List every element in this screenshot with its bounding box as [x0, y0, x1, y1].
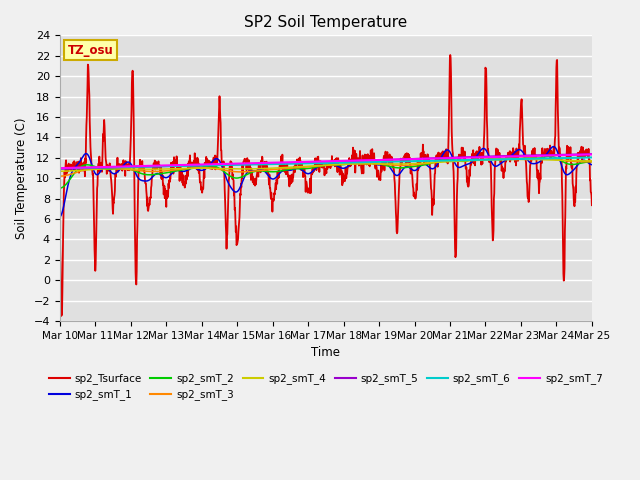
sp2_smT_6 [525, 156, 532, 162]
sp2_smT_3 [588, 159, 596, 165]
sp2_smT_6 [588, 155, 596, 160]
sp2_Tsurface [525, 186, 533, 192]
sp2_smT_1 [478, 146, 486, 152]
sp2_smT_7 [174, 162, 182, 168]
sp2_smT_5 [234, 162, 241, 168]
Line: sp2_smT_7: sp2_smT_7 [60, 155, 592, 168]
sp2_smT_4 [234, 166, 241, 172]
sp2_smT_4 [56, 168, 63, 174]
X-axis label: Time: Time [311, 346, 340, 359]
sp2_Tsurface [58, 313, 65, 319]
sp2_smT_1 [408, 167, 416, 173]
sp2_smT_3 [408, 162, 416, 168]
sp2_smT_6 [174, 163, 182, 169]
sp2_smT_3 [56, 173, 63, 179]
sp2_smT_2 [408, 164, 416, 169]
sp2_smT_2 [525, 155, 533, 161]
sp2_smT_1 [174, 168, 182, 173]
sp2_smT_5 [408, 156, 416, 162]
sp2_smT_6 [234, 162, 241, 168]
sp2_smT_4 [408, 161, 416, 167]
sp2_smT_3 [174, 167, 182, 172]
sp2_smT_1 [550, 144, 557, 149]
sp2_smT_6 [408, 158, 416, 164]
sp2_Tsurface [56, 215, 63, 221]
sp2_smT_7 [56, 165, 63, 171]
sp2_smT_3 [525, 155, 533, 161]
sp2_smT_7 [161, 163, 169, 168]
sp2_Tsurface [162, 195, 170, 201]
sp2_smT_7 [234, 161, 241, 167]
Y-axis label: Soil Temperature (C): Soil Temperature (C) [15, 118, 28, 239]
sp2_smT_1 [56, 214, 63, 220]
sp2_smT_7 [525, 153, 532, 159]
sp2_smT_5 [174, 163, 182, 169]
sp2_smT_2 [174, 168, 182, 173]
sp2_smT_7 [588, 152, 596, 157]
sp2_smT_7 [478, 155, 486, 160]
Legend: sp2_Tsurface, sp2_smT_1, sp2_smT_2, sp2_smT_3, sp2_smT_4, sp2_smT_5, sp2_smT_6, : sp2_Tsurface, sp2_smT_1, sp2_smT_2, sp2_… [45, 369, 607, 405]
sp2_Tsurface [234, 237, 242, 242]
sp2_smT_2 [514, 153, 522, 159]
Line: sp2_smT_4: sp2_smT_4 [60, 159, 592, 171]
sp2_smT_5 [588, 151, 596, 157]
Line: sp2_Tsurface: sp2_Tsurface [60, 55, 592, 316]
sp2_smT_2 [56, 185, 63, 191]
sp2_smT_4 [174, 166, 182, 171]
Title: SP2 Soil Temperature: SP2 Soil Temperature [244, 15, 408, 30]
sp2_smT_2 [478, 154, 486, 160]
sp2_smT_5 [478, 154, 486, 159]
sp2_smT_2 [161, 170, 169, 176]
sp2_smT_3 [522, 155, 530, 161]
sp2_smT_6 [478, 157, 486, 163]
sp2_Tsurface [175, 164, 182, 170]
Line: sp2_smT_6: sp2_smT_6 [60, 157, 592, 168]
sp2_Tsurface [409, 178, 417, 183]
sp2_smT_2 [234, 175, 241, 181]
sp2_smT_3 [478, 156, 486, 162]
sp2_smT_3 [234, 169, 241, 175]
Line: sp2_smT_3: sp2_smT_3 [60, 158, 592, 176]
sp2_smT_1 [525, 158, 532, 164]
sp2_smT_4 [478, 157, 486, 163]
sp2_smT_5 [525, 153, 532, 158]
sp2_Tsurface [588, 202, 596, 208]
sp2_smT_6 [56, 166, 63, 171]
Line: sp2_smT_2: sp2_smT_2 [60, 156, 592, 188]
sp2_smT_4 [588, 158, 596, 164]
sp2_Tsurface [447, 52, 454, 58]
sp2_smT_1 [234, 188, 241, 194]
Line: sp2_smT_1: sp2_smT_1 [60, 146, 592, 217]
sp2_smT_1 [161, 175, 169, 180]
sp2_smT_4 [518, 156, 526, 162]
sp2_smT_4 [525, 156, 533, 162]
sp2_smT_3 [161, 168, 169, 174]
sp2_smT_5 [161, 163, 169, 169]
sp2_smT_5 [56, 166, 63, 172]
Line: sp2_smT_5: sp2_smT_5 [60, 154, 592, 169]
sp2_smT_7 [408, 156, 416, 162]
sp2_smT_1 [588, 162, 596, 168]
sp2_smT_2 [588, 159, 596, 165]
sp2_smT_6 [161, 163, 169, 169]
sp2_smT_4 [161, 166, 169, 172]
sp2_Tsurface [479, 161, 486, 167]
Text: TZ_osu: TZ_osu [68, 44, 113, 57]
